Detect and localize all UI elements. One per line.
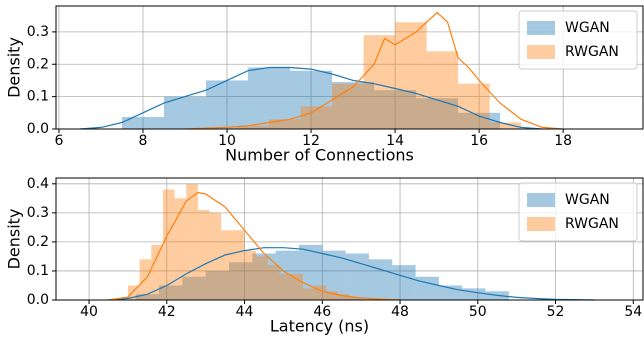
legend-label: RWGAN: [565, 216, 619, 232]
y-tick-label: 0.2: [27, 234, 49, 250]
hist-bar: [228, 262, 253, 300]
hist-bar: [135, 294, 160, 300]
hist-bar: [322, 250, 346, 300]
hist-bar: [127, 285, 140, 300]
axes-frame: [55, 5, 644, 130]
hist-bar: [186, 183, 198, 300]
hist-bar: [314, 285, 327, 300]
x-tick-label: 14: [386, 133, 404, 149]
hist-bar: [302, 288, 315, 300]
plot: 6 8 10 12 14 16 18 0.0 0.1 0.2 0.3 Number of Connec…: [5, 5, 644, 165]
hist-bar: [205, 270, 229, 300]
hist-bar: [209, 212, 222, 300]
x-axis-label: Number of Connections: [225, 146, 414, 165]
x-tick-label: 18: [554, 133, 572, 149]
hist-bar: [345, 253, 369, 300]
legend-swatch: [527, 217, 555, 231]
hist-bar: [232, 230, 245, 300]
y-tick-label: 0.1: [27, 263, 49, 279]
x-tick-label: 16: [470, 133, 488, 149]
kde-line: [184, 11, 564, 130]
x-tick-label: 52: [547, 304, 565, 320]
hist-bar: [248, 67, 291, 129]
legend-label: RWGAN: [565, 44, 619, 60]
hist-bar: [462, 288, 486, 300]
legend-label: WGAN: [565, 192, 610, 208]
y-tick-label: 0.3: [27, 24, 49, 40]
hist-bar: [363, 35, 396, 130]
legend-label: WGAN: [565, 20, 610, 36]
hist-bar: [416, 98, 459, 129]
x-tick-label: 50: [469, 304, 487, 320]
x-tick-label: 44: [236, 304, 254, 320]
legend-box: [518, 182, 638, 242]
hist-bar: [163, 96, 207, 129]
hist-bar: [337, 294, 350, 300]
hist-bar: [221, 230, 233, 300]
legend-swatch: [527, 45, 555, 59]
hist-bar: [162, 189, 175, 300]
x-tick-label: 54: [624, 304, 642, 320]
x-axis-label: Latency (ns): [270, 317, 369, 336]
hist-bar: [182, 276, 206, 300]
legend-swatch: [527, 21, 555, 35]
kde-line: [108, 191, 401, 301]
hist-bar: [279, 273, 292, 300]
y-tick-label: 0.2: [27, 56, 49, 72]
y-axis-label: Density: [5, 37, 24, 98]
axes-frame: [55, 177, 644, 301]
kde-line: [79, 66, 543, 130]
hist-bar: [326, 291, 338, 300]
hist-bar: [237, 125, 270, 129]
y-tick-label: 0.0: [27, 292, 49, 308]
hist-bar: [275, 250, 299, 300]
plot: 40 42 44 46 48 50 52 54 0.0 0.1 0.2 0.3 0.4 Latency (…: [5, 176, 644, 336]
hist-bar: [244, 250, 257, 300]
hist-bar: [121, 117, 164, 129]
y-tick-label: 0.1: [27, 89, 49, 105]
hist-bar: [332, 82, 375, 129]
x-tick-label: 12: [302, 133, 320, 149]
y-axis-label: Density: [5, 209, 24, 270]
x-tick-label: 42: [158, 304, 176, 320]
hist-bar: [298, 244, 323, 300]
hist-bar: [290, 70, 333, 129]
x-tick-label: 48: [391, 304, 409, 320]
hist-bar: [159, 285, 183, 300]
x-tick-label: 6: [54, 133, 63, 149]
hist-bar: [291, 273, 303, 300]
hist-bar: [368, 259, 393, 300]
x-tick-label: 10: [218, 133, 236, 149]
kde-line: [108, 247, 595, 301]
hist-bar: [300, 106, 333, 129]
legend-swatch: [527, 193, 555, 207]
hist-bar: [415, 276, 439, 300]
hist-bar: [349, 297, 362, 300]
x-tick-label: 46: [313, 304, 331, 320]
hist-bar: [489, 122, 522, 129]
hist-bar: [458, 83, 490, 129]
hist-bar: [332, 83, 364, 129]
hist-bar: [458, 112, 501, 129]
y-tick-label: 0.4: [27, 176, 49, 192]
hist-bar: [392, 265, 416, 300]
hist-bar: [252, 253, 276, 300]
hist-bar: [395, 22, 427, 129]
hist-bar: [267, 265, 280, 300]
hist-bar: [269, 119, 301, 129]
hist-bar: [206, 80, 249, 129]
y-tick-label: 0.0: [27, 121, 49, 137]
legend-box: [518, 10, 638, 70]
hist-bar: [256, 256, 268, 300]
hist-bar: [374, 90, 417, 129]
hist-bar: [426, 51, 459, 129]
hist-bar: [197, 209, 210, 300]
hist-bar: [174, 198, 187, 300]
x-tick-label: 40: [80, 304, 98, 320]
hist-bar: [151, 244, 163, 300]
x-tick-label: 8: [139, 133, 148, 149]
y-tick-label: 0.3: [27, 205, 49, 221]
